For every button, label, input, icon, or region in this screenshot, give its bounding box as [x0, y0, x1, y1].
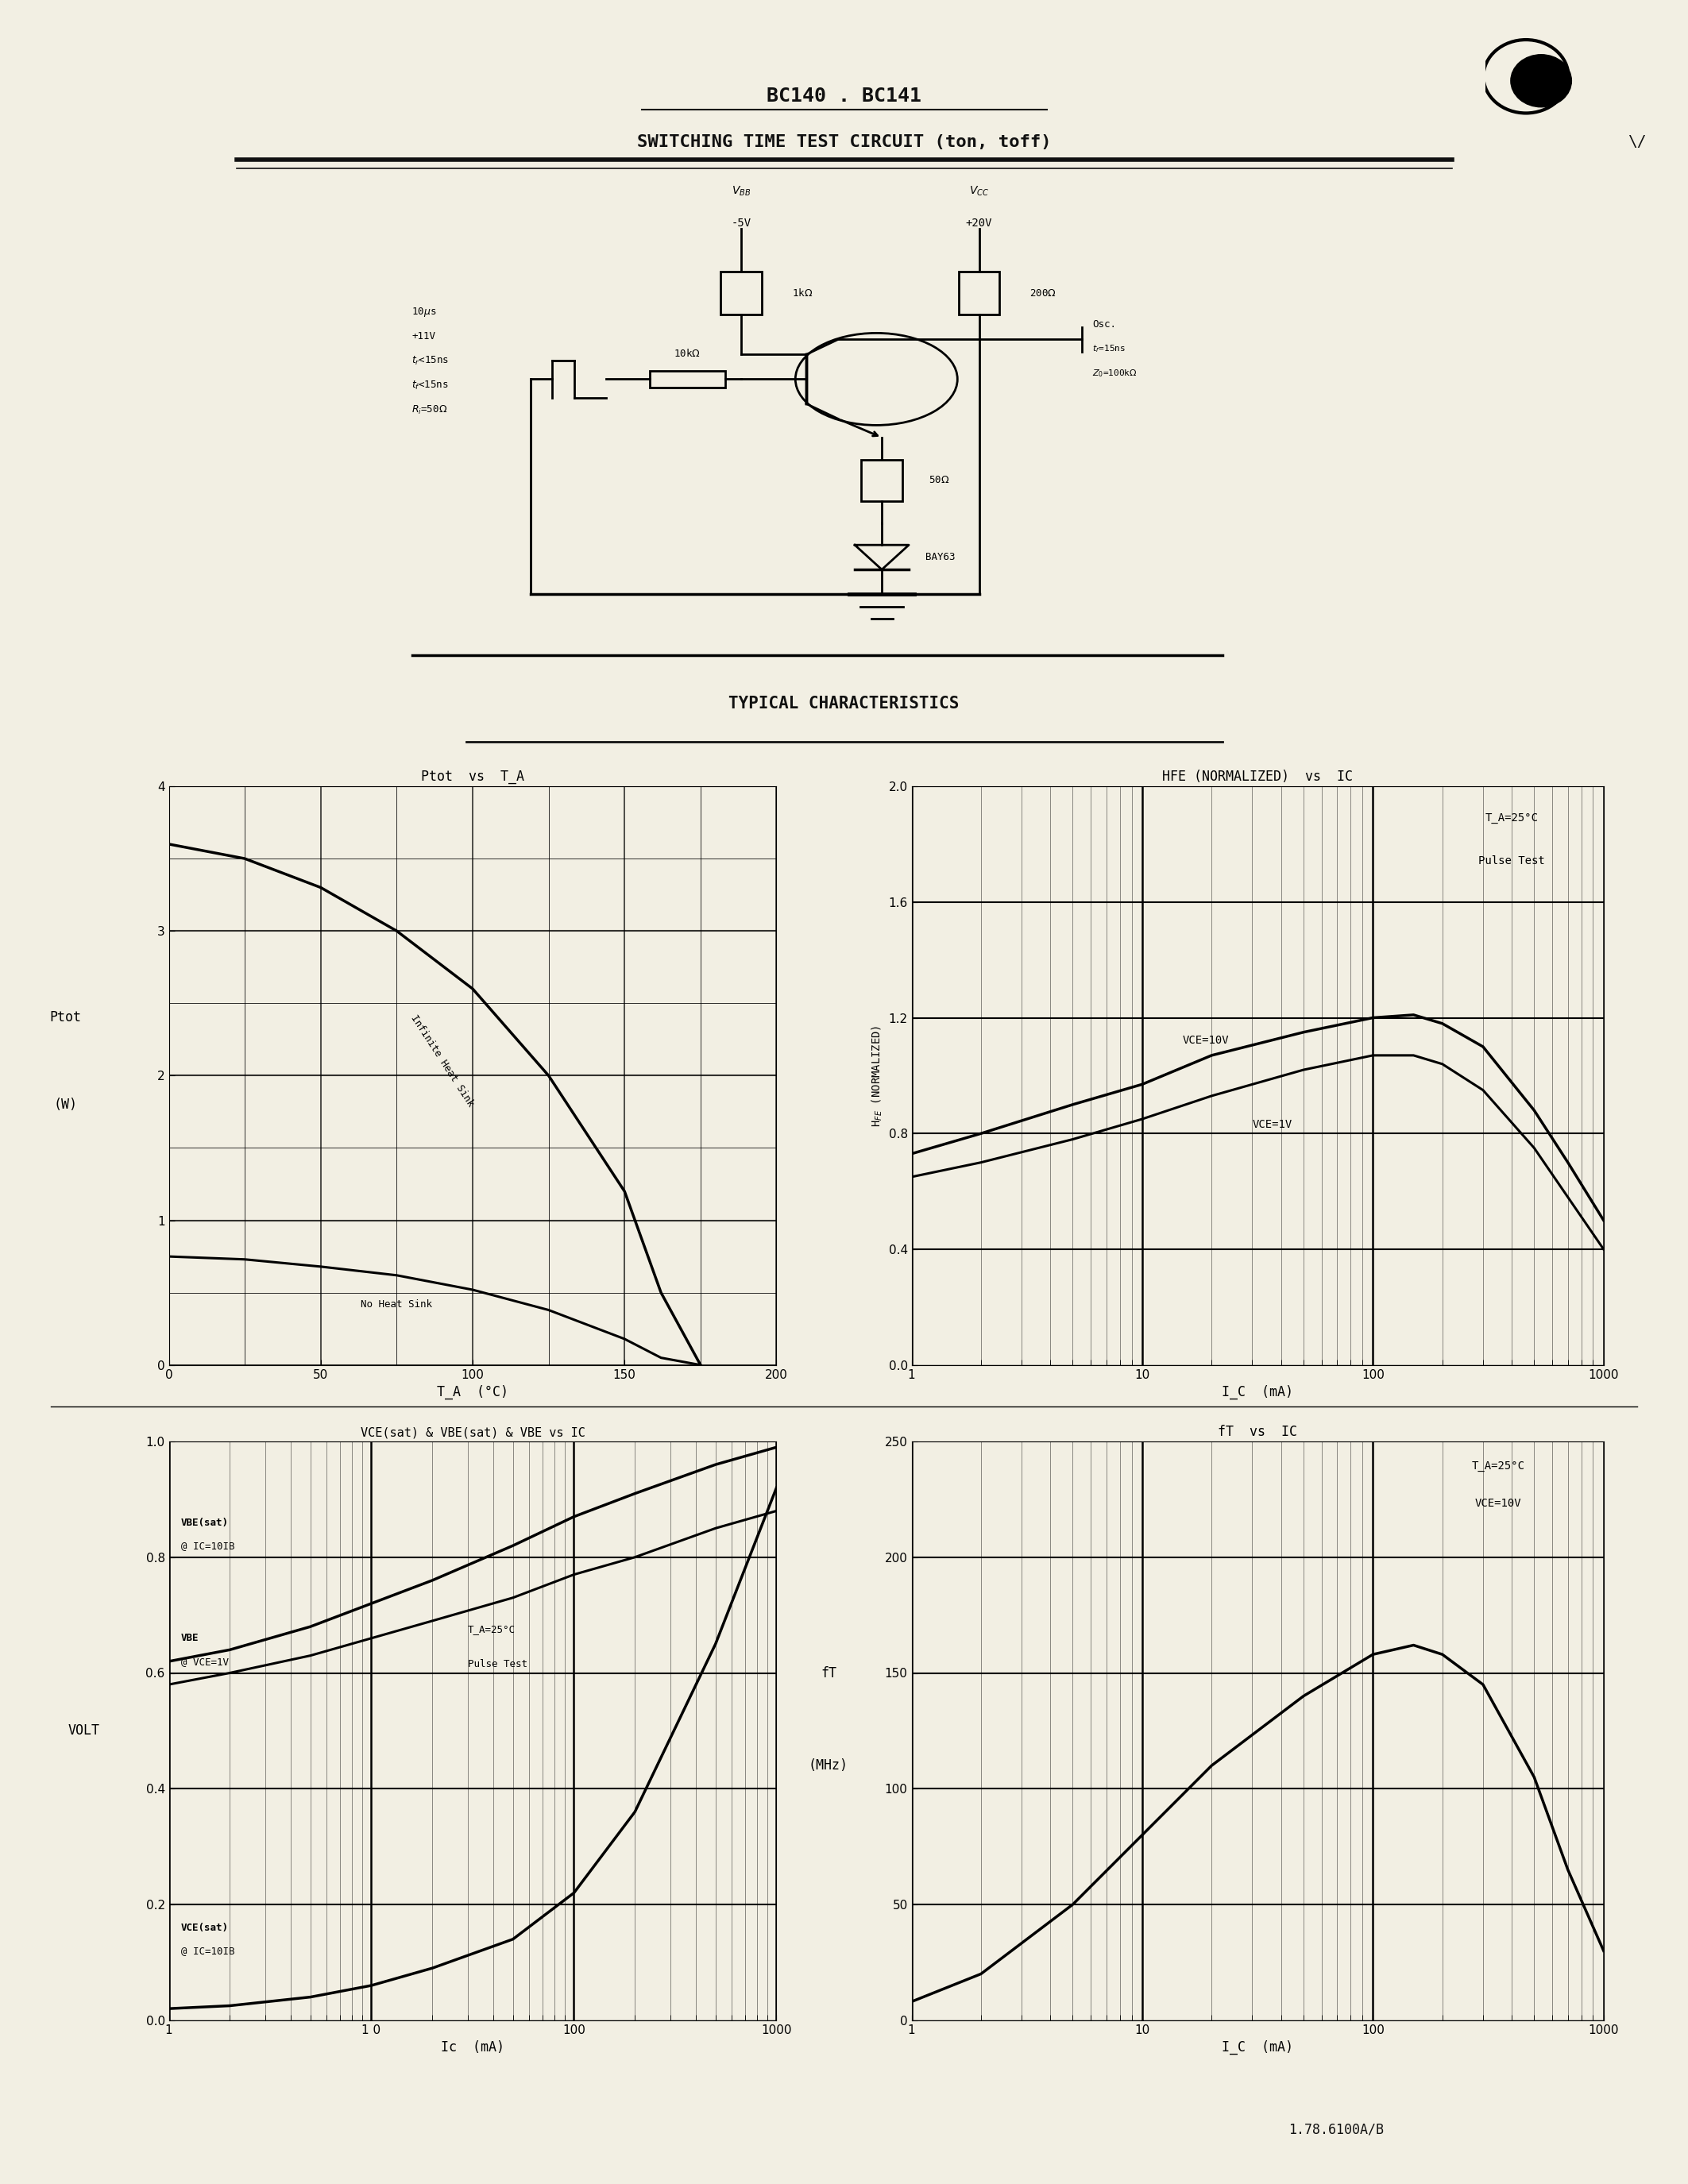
Text: 1k$\Omega$: 1k$\Omega$: [792, 288, 814, 299]
Text: 10k$\Omega$: 10k$\Omega$: [674, 347, 701, 358]
Text: $V_{CC}$: $V_{CC}$: [969, 186, 989, 199]
Text: $t_r$=15ns: $t_r$=15ns: [1092, 343, 1126, 354]
Text: $R_i$=50$\Omega$: $R_i$=50$\Omega$: [412, 404, 447, 417]
Text: T_A=25°C: T_A=25°C: [1485, 812, 1538, 823]
Text: @ IC=10IB: @ IC=10IB: [181, 1540, 235, 1551]
Text: \/: \/: [1627, 135, 1647, 149]
Text: 1.78.6100A/B: 1.78.6100A/B: [1290, 2123, 1384, 2136]
Circle shape: [1511, 55, 1572, 107]
Title: HFE (NORMALIZED)  vs  IC: HFE (NORMALIZED) vs IC: [1163, 769, 1352, 784]
Text: SWITCHING TIME TEST CIRCUIT (ton, toff): SWITCHING TIME TEST CIRCUIT (ton, toff): [636, 133, 1052, 151]
Title: fT  vs  IC: fT vs IC: [1217, 1424, 1298, 1439]
Text: Pulse Test: Pulse Test: [468, 1660, 528, 1669]
Text: $Z_0$=100k$\Omega$: $Z_0$=100k$\Omega$: [1092, 369, 1138, 380]
Text: +20V: +20V: [966, 218, 993, 229]
Text: T_A=25°C: T_A=25°C: [468, 1625, 515, 1636]
Text: (W): (W): [54, 1096, 78, 1112]
Text: VOLT: VOLT: [68, 1723, 100, 1738]
Text: VCE(sat): VCE(sat): [181, 1922, 230, 1933]
Text: Osc.: Osc.: [1092, 319, 1116, 330]
Text: BAY63: BAY63: [925, 553, 955, 563]
Text: VBE: VBE: [181, 1634, 199, 1645]
Bar: [721, 271, 761, 314]
Text: +11V: +11V: [412, 332, 436, 341]
Text: VCE=1V: VCE=1V: [1252, 1118, 1293, 1129]
Text: @ IC=10IB: @ IC=10IB: [181, 1946, 235, 1957]
Text: 10$\mu$s: 10$\mu$s: [412, 306, 437, 319]
Y-axis label: H$_{FE}$ (NORMALIZED): H$_{FE}$ (NORMALIZED): [869, 1024, 885, 1127]
Text: 50$\Omega$: 50$\Omega$: [928, 476, 949, 485]
Text: (MHz): (MHz): [809, 1758, 849, 1773]
Text: Ptot: Ptot: [49, 1011, 81, 1024]
Bar: [650, 371, 726, 389]
Bar: [959, 271, 999, 314]
X-axis label: I_C  (mA): I_C (mA): [1222, 1385, 1293, 1400]
Text: Pulse Test: Pulse Test: [1479, 856, 1545, 867]
Title: Ptot  vs  T_A: Ptot vs T_A: [420, 769, 525, 784]
Text: No Heat Sink: No Heat Sink: [361, 1299, 432, 1310]
X-axis label: I_C  (mA): I_C (mA): [1222, 2040, 1293, 2055]
Text: $V_{BB}$: $V_{BB}$: [731, 186, 751, 199]
Text: $t_f$<15ns: $t_f$<15ns: [412, 380, 449, 391]
Text: $t_r$<15ns: $t_r$<15ns: [412, 356, 449, 367]
X-axis label: T_A  (°C): T_A (°C): [437, 1385, 508, 1400]
Bar: [861, 459, 903, 502]
Text: TYPICAL CHARACTERISTICS: TYPICAL CHARACTERISTICS: [729, 697, 959, 712]
Text: VCE=10V: VCE=10V: [1475, 1498, 1521, 1509]
Text: Infinite Heat Sink: Infinite Heat Sink: [408, 1013, 476, 1109]
Text: 200$\Omega$: 200$\Omega$: [1030, 288, 1057, 299]
Text: -5V: -5V: [731, 218, 751, 229]
Text: @ VCE=1V: @ VCE=1V: [181, 1655, 230, 1666]
Text: VBE(sat): VBE(sat): [181, 1518, 230, 1529]
Text: BC140 . BC141: BC140 . BC141: [766, 87, 922, 105]
Text: T_A=25°C: T_A=25°C: [1472, 1461, 1524, 1472]
Title: VCE(sat) & VBE(sat) & VBE vs IC: VCE(sat) & VBE(sat) & VBE vs IC: [360, 1426, 586, 1439]
Text: fT: fT: [820, 1666, 837, 1679]
Text: VCE=10V: VCE=10V: [1183, 1035, 1229, 1046]
X-axis label: Ic  (mA): Ic (mA): [441, 2040, 505, 2055]
